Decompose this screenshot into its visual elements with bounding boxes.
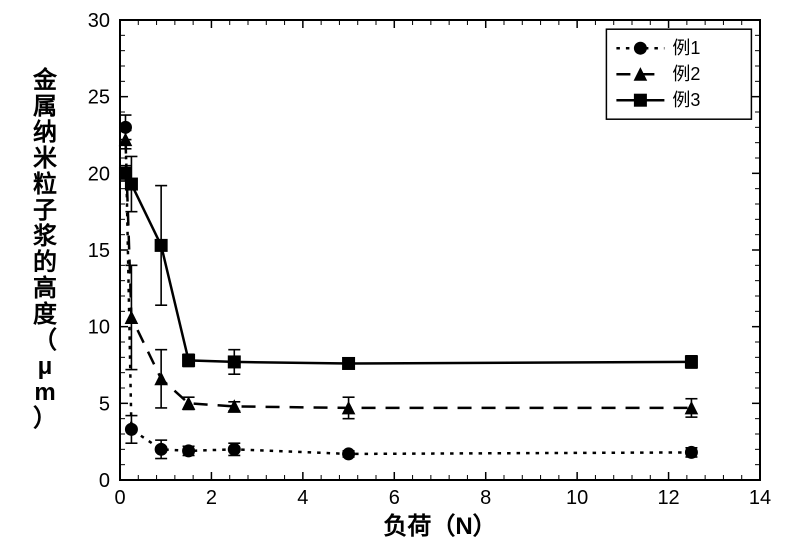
svg-text:度: 度 (33, 300, 58, 328)
svg-text:浆: 浆 (33, 222, 58, 250)
svg-text:μ: μ (38, 353, 53, 380)
x-tick-label: 0 (114, 487, 125, 509)
svg-text:金: 金 (32, 66, 58, 94)
svg-text:m: m (34, 379, 55, 406)
svg-text:属: 属 (33, 93, 57, 120)
svg-text:的: 的 (33, 248, 57, 276)
legend-item-label: 例2 (672, 64, 700, 84)
svg-text:）: ） (33, 405, 57, 432)
y-tick-label: 5 (99, 393, 110, 415)
svg-text:（: （ (33, 327, 57, 354)
y-tick-label: 15 (88, 240, 110, 262)
x-axis-label: 负荷（N） (383, 513, 496, 540)
x-tick-label: 2 (206, 487, 217, 509)
svg-text:米: 米 (33, 145, 57, 172)
y-tick-label: 20 (88, 163, 110, 185)
legend-item-label: 例1 (672, 38, 700, 58)
x-tick-label: 4 (297, 487, 308, 509)
chart-container: 0 2 4 6 8 10 12 14 0 5 10 15 20 25 30 负荷（N） 金属纳米粒子浆的高度（μ… (0, 0, 800, 558)
x-tick-label: 12 (657, 487, 679, 509)
svg-text:子: 子 (33, 197, 57, 224)
legend: 例1 例2 例3 (606, 29, 751, 119)
legend-item-label: 例3 (672, 90, 700, 110)
x-tick-label: 14 (749, 487, 771, 509)
y-tick-label: 0 (99, 470, 110, 492)
chart-svg: 0 2 4 6 8 10 12 14 0 5 10 15 20 25 30 负荷（N） 金属纳米粒子浆的高度（μ… (0, 0, 800, 558)
y-tick-label: 30 (88, 10, 110, 32)
y-tick-label: 25 (88, 87, 110, 109)
x-tick-label: 8 (480, 487, 491, 509)
x-tick-label: 10 (566, 487, 588, 509)
svg-text:纳: 纳 (33, 118, 57, 146)
x-tick-label: 6 (389, 487, 400, 509)
y-tick-label: 10 (88, 317, 110, 339)
svg-text:高: 高 (33, 274, 57, 302)
svg-text:粒: 粒 (33, 170, 57, 198)
